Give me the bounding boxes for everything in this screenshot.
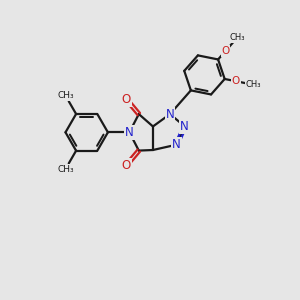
Text: N: N [166, 108, 174, 121]
Text: CH₃: CH₃ [245, 80, 261, 89]
Text: N: N [172, 138, 181, 151]
Text: N: N [125, 126, 134, 139]
Text: O: O [122, 159, 131, 172]
Text: O: O [232, 76, 240, 86]
Text: O: O [221, 46, 230, 56]
Text: CH₃: CH₃ [57, 165, 74, 174]
Text: O: O [122, 93, 131, 106]
Text: N: N [180, 120, 189, 133]
Text: CH₃: CH₃ [57, 91, 74, 100]
Text: CH₃: CH₃ [230, 33, 245, 42]
